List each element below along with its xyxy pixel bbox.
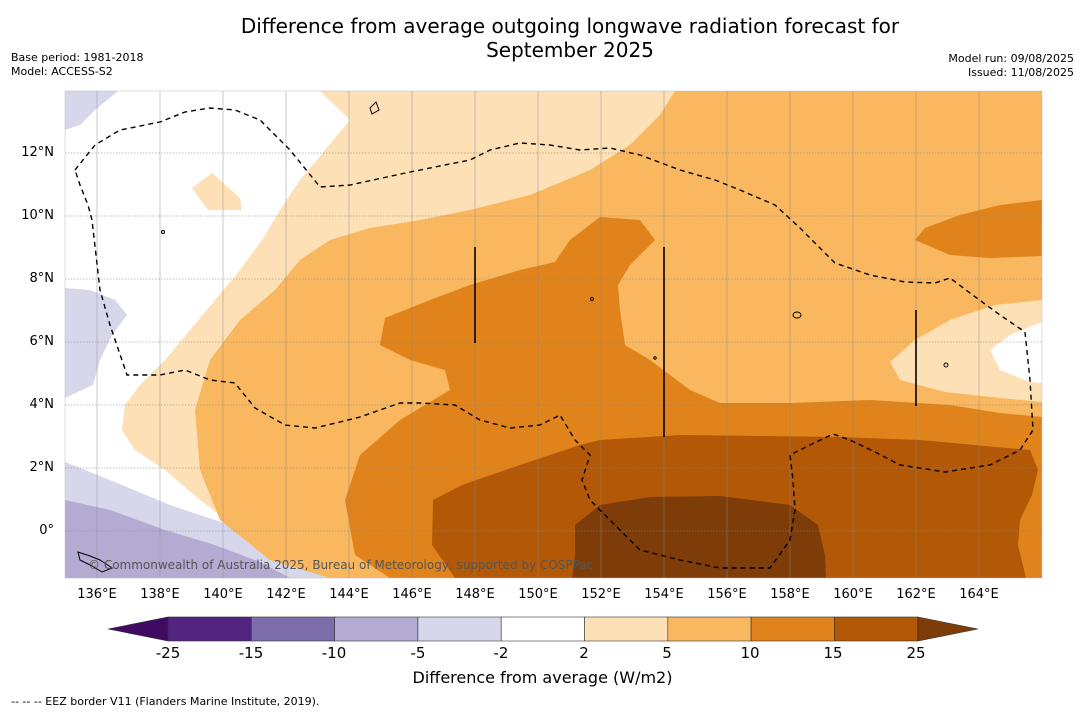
meta-left: Base period: 1981-2018 Model: ACCESS-S2 [11,51,143,79]
map-area [65,91,1042,578]
colorbar-segment [584,616,669,642]
lon-tick-label: 150°E [518,587,558,602]
lat-tick-label: 4°N [29,397,55,412]
anomaly-band-10-15-east [915,200,1042,258]
colorbar-extend-low [107,616,169,642]
lon-tick-label: 152°E [581,587,621,602]
map-title: Difference from average outgoing longwav… [240,14,900,62]
colorbar-tick-label: 10 [740,644,760,662]
colorbar-tick-label: 2 [579,644,589,662]
issued-text: Issued: 11/08/2025 [967,66,1074,79]
lon-tick-label: 144°E [329,587,369,602]
lat-tick-label: 12°N [21,145,54,160]
lon-tick-label: 158°E [770,587,810,602]
section-lines [474,247,917,437]
lon-tick-label: 162°E [896,587,936,602]
lat-tick-label: 10°N [21,208,54,223]
lon-tick-label: 138°E [140,587,180,602]
anomaly-band-minus5-minus2-west [65,288,127,398]
anomaly-band-2-5-east [890,300,1042,402]
anomaly-band-neutral [65,91,350,578]
map-frame [64,90,1043,579]
colorbar-segment [167,616,252,642]
meta-right: Model run: 09/08/2025 Issued: 11/08/2025 [948,52,1074,80]
lat-tick-label: 8°N [29,271,55,286]
lon-tick-label: 142°E [266,587,306,602]
gridlines [65,152,1042,532]
colorbar-segment [417,616,502,642]
lon-tick-label: 154°E [644,587,684,602]
colorbar-label: Difference from average (W/m2) [412,668,673,687]
lon-tick-label: 136°E [77,587,117,602]
lon-tick-label: 156°E [707,587,747,602]
colorbar-extend-high [917,616,979,642]
colorbar-tick-label: 15 [823,644,843,662]
colorbar-tick-label: -5 [410,644,426,662]
lon-tick-label: 160°E [833,587,873,602]
anomaly-band-neutral-east [990,322,1042,383]
model-text: Model: ACCESS-S2 [11,65,113,78]
copyright-text: © Commonwealth of Australia 2025, Bureau… [88,558,594,572]
lon-tick-label: 148°E [455,587,495,602]
colorbar-tick-label: -15 [238,644,264,662]
footnote-text: -- -- -- EEZ border V11 (Flanders Marine… [11,695,320,708]
colorbar-segment [500,616,585,642]
anomaly-band-minus10-minus5 [65,500,290,578]
colorbar-tick-label: -10 [321,644,347,662]
colorbar-tick-label: -2 [493,644,509,662]
lat-tick-label: 2°N [29,460,55,475]
eez-border-west [74,107,1034,569]
anomaly-band-neutral-island [192,173,242,210]
anomaly-band-minus5-minus2-north [65,91,118,130]
lon-tick-label: 164°E [959,587,999,602]
base-period-text: Base period: 1981-2018 [11,51,144,64]
lon-tick-label: 140°E [203,587,243,602]
colorbar-segment [251,616,335,642]
lat-tick-label: 6°N [29,334,55,349]
model-run-text: Model run: 09/08/2025 [948,52,1074,65]
colorbar-segment [334,616,419,642]
islands [77,101,949,573]
colorbar-tick-label: 5 [662,644,672,662]
colorbar-segment [667,616,752,642]
colorbar-tick-label: -25 [155,644,181,662]
colorbar [107,616,979,642]
lon-tick-label: 146°E [392,587,432,602]
colorbar-segment [834,616,919,642]
colorbar-segment [750,616,835,642]
anomaly-band-above-25 [572,496,826,578]
colorbar-tick-label: 25 [906,644,926,662]
lat-tick-label: 0° [39,523,54,538]
